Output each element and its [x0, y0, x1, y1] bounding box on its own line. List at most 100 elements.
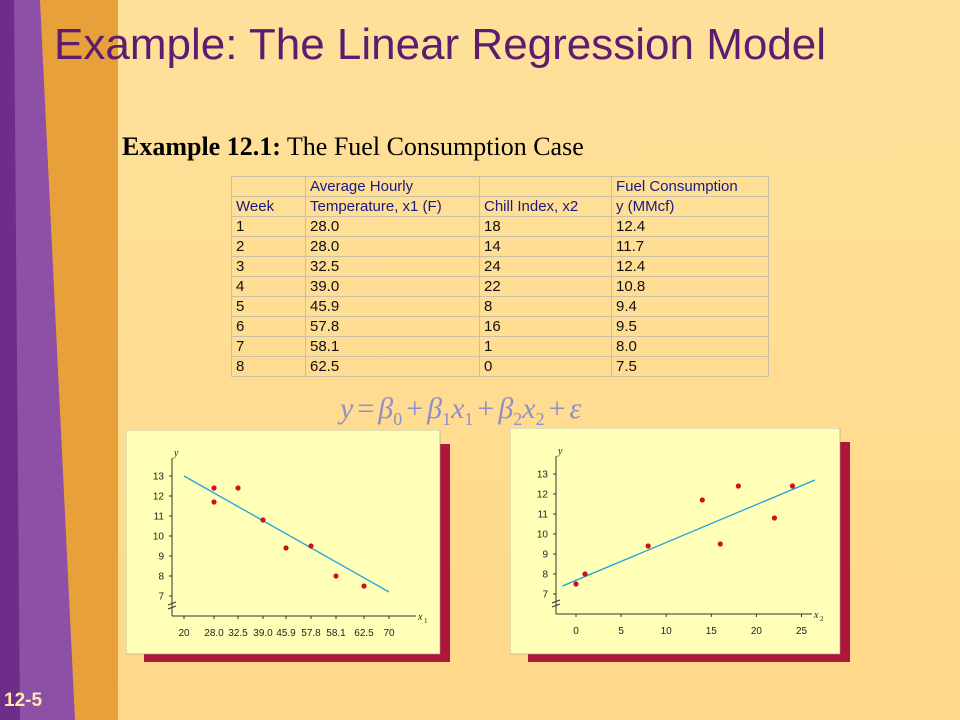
x-tick-label: 62.5 [354, 628, 374, 639]
y-tick-label: 9 [158, 552, 164, 563]
data-point [735, 483, 741, 489]
x-tick-label: 5 [618, 626, 624, 637]
table-cell: 9.5 [611, 316, 769, 337]
table-cell: 39.0 [305, 276, 480, 297]
table-cell: 18 [479, 216, 612, 237]
data-point [235, 485, 241, 491]
y-axis-label: y [173, 448, 179, 459]
table-row: 5 45.9 8 9.4 [231, 296, 769, 317]
y-tick-label: 13 [537, 470, 549, 481]
x-tick-label: 58.1 [326, 628, 346, 639]
fuel-consumption-table: Average Hourly Fuel Consumption Week Tem… [231, 176, 769, 377]
scatter-plot-x1: 7 8 9 10 11 12 13 y 20 28.0 32.5 39.0 45.9 57.8 58.1 62… [126, 430, 450, 662]
axis-break-mark [167, 601, 177, 610]
table-row: 6 57.8 16 9.5 [231, 316, 769, 337]
table-header-row: Average Hourly Fuel Consumption [231, 176, 769, 197]
table-cell: 28.0 [305, 216, 480, 237]
table-row: 1 28.0 18 12.4 [231, 216, 769, 237]
table-header-cell: Average Hourly [305, 176, 480, 197]
x-tick-label: 39.0 [253, 628, 273, 639]
eq-equals: = [357, 392, 375, 425]
table-header-cell [479, 176, 612, 197]
y-tick-label: 13 [153, 472, 165, 483]
table-cell: 11.7 [611, 236, 769, 257]
example-number: Example 12.1: [122, 132, 281, 161]
x-tick-label: 32.5 [228, 628, 248, 639]
table-row: 7 58.1 1 8.0 [231, 336, 769, 357]
data-point [308, 543, 314, 549]
y-tick-label: 11 [154, 512, 165, 523]
y-tick-label: 10 [537, 530, 549, 541]
table-cell: 0 [479, 356, 612, 377]
table-cell: 6 [231, 316, 306, 337]
eq-xsub2: 2 [535, 409, 545, 429]
eq-x2: x [522, 392, 536, 425]
x-tick-label: 25 [796, 626, 808, 637]
table-cell: 2 [231, 236, 306, 257]
y-tick-label: 9 [542, 550, 548, 561]
x-tick-label: 57.8 [301, 628, 321, 639]
table-cell: 32.5 [305, 256, 480, 277]
chart-shadow-bottom [144, 654, 450, 662]
table-header-cell: Chill Index, x2 [479, 196, 612, 217]
x-axis-label: x [813, 610, 819, 621]
table-cell: 28.0 [305, 236, 480, 257]
y-tick-label: 12 [537, 490, 549, 501]
y-tick-label: 7 [158, 592, 164, 603]
eq-beta1: β [427, 392, 443, 425]
table-cell: 4 [231, 276, 306, 297]
chart-shadow-bottom [528, 654, 850, 662]
table-cell: 8.0 [611, 336, 769, 357]
regression-fit-line [562, 479, 816, 587]
data-point [211, 499, 217, 505]
x-tick-label: 70 [383, 628, 395, 639]
x-tick-label: 45.9 [276, 628, 296, 639]
table-cell: 62.5 [305, 356, 480, 377]
slide-title: Example: The Linear Regression Model [54, 20, 827, 69]
data-point [211, 485, 217, 491]
table-header-cell: Week [231, 196, 306, 217]
table-cell: 58.1 [305, 336, 480, 357]
left-decorative-band [0, 0, 118, 720]
example-subtitle: Example 12.1: The Fuel Consumption Case [122, 132, 584, 162]
table-row: 3 32.5 24 12.4 [231, 256, 769, 277]
eq-plus: + [548, 392, 566, 425]
scatter-plot-x2: 7 8 9 10 11 12 13 y 0 5 10 15 20 25 x 2 [510, 428, 850, 662]
y-tick-label: 12 [153, 492, 165, 503]
data-point [771, 515, 778, 521]
eq-plus: + [477, 392, 495, 425]
table-row: 2 28.0 14 11.7 [231, 236, 769, 257]
table-cell: 14 [479, 236, 612, 257]
example-name: The Fuel Consumption Case [280, 132, 584, 161]
table-header-cell: Temperature, x1 (F) [305, 196, 480, 217]
axis-break-mark [551, 599, 561, 608]
table-cell: 45.9 [305, 296, 480, 317]
x-axis-label-subscript: 1 [424, 617, 428, 625]
table-cell: 7 [231, 336, 306, 357]
y-tick-label: 10 [153, 532, 165, 543]
x-tick-label: 10 [661, 626, 673, 637]
table-cell: 22 [479, 276, 612, 297]
table-row: 4 39.0 22 10.8 [231, 276, 769, 297]
eq-beta2: β [498, 392, 514, 425]
x-tick-label: 28.0 [204, 628, 224, 639]
eq-epsilon: ε [569, 392, 582, 425]
table-cell: 3 [231, 256, 306, 277]
table-cell: 16 [479, 316, 612, 337]
y-tick-label: 7 [542, 590, 548, 601]
regression-fit-line [183, 475, 390, 593]
data-point [361, 583, 367, 589]
eq-beta0: β [378, 392, 394, 425]
eq-xsub1: 1 [464, 409, 474, 429]
chart-shadow-right [840, 442, 850, 662]
data-point [582, 571, 588, 577]
eq-sub1: 1 [442, 409, 452, 429]
data-point [333, 573, 339, 579]
data-point [573, 581, 579, 587]
x-tick-label: 20 [751, 626, 763, 637]
eq-y: y [340, 392, 354, 425]
chart-panel [510, 428, 841, 655]
table-cell: 9.4 [611, 296, 769, 317]
data-point [645, 543, 651, 549]
x-tick-label: 20 [178, 628, 190, 639]
